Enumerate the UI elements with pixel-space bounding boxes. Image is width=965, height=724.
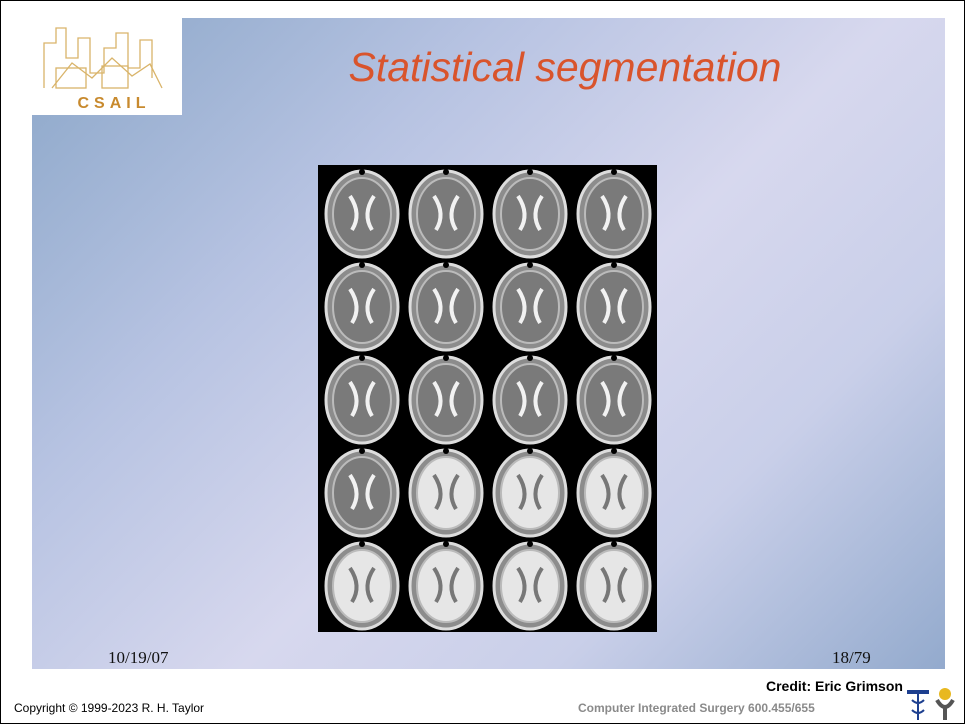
brain-marker (359, 448, 365, 454)
slide-title: Statistical segmentation (250, 44, 880, 91)
logo-text: CSAIL (78, 95, 151, 112)
brain-marker (611, 448, 617, 454)
brain-tissue (501, 457, 559, 529)
brain-marker (359, 169, 365, 175)
brain-tissue (333, 364, 391, 436)
brain-tissue (585, 271, 643, 343)
brain-marker (611, 355, 617, 361)
brain-marker (527, 169, 533, 175)
brain-tissue (501, 364, 559, 436)
copyright: Copyright © 1999-2023 R. H. Taylor (14, 701, 204, 715)
slide-number: 18/79 (832, 648, 871, 668)
brain-marker (359, 355, 365, 361)
brain-tissue (585, 178, 643, 250)
brain-tissue (417, 364, 475, 436)
brain-tissue (585, 364, 643, 436)
brain-marker (527, 262, 533, 268)
brain-marker (527, 355, 533, 361)
brain-marker (443, 355, 449, 361)
brain-tissue (585, 457, 643, 529)
jhu-icon (905, 686, 955, 722)
brain-tissue (585, 550, 643, 622)
brain-marker (527, 541, 533, 547)
brain-tissue (333, 550, 391, 622)
brain-tissue (333, 178, 391, 250)
logo-graphic: CSAIL (32, 18, 182, 115)
brain-marker (443, 448, 449, 454)
brain-tissue (417, 457, 475, 529)
brain-tissue (333, 271, 391, 343)
brain-tissue (501, 550, 559, 622)
brain-tissue (333, 457, 391, 529)
brain-marker (443, 262, 449, 268)
brain-tissue (501, 178, 559, 250)
brain-marker (611, 541, 617, 547)
logo: CSAIL (32, 18, 182, 115)
brain-marker (443, 541, 449, 547)
mri-grid (318, 165, 657, 632)
slide-date: 10/19/07 (108, 648, 168, 668)
credit: Credit: Eric Grimson (766, 678, 903, 694)
brain-tissue (501, 271, 559, 343)
brain-tissue (417, 550, 475, 622)
brain-marker (611, 262, 617, 268)
brain-marker (443, 169, 449, 175)
brain-marker (359, 262, 365, 268)
brain-marker (527, 448, 533, 454)
page: CSAIL Statistical segmentation 10/19/07 … (0, 0, 965, 724)
brain-marker (611, 169, 617, 175)
course-name: Computer Integrated Surgery 600.455/655 (578, 701, 815, 715)
brain-tissue (417, 271, 475, 343)
brain-tissue (417, 178, 475, 250)
brain-marker (359, 541, 365, 547)
